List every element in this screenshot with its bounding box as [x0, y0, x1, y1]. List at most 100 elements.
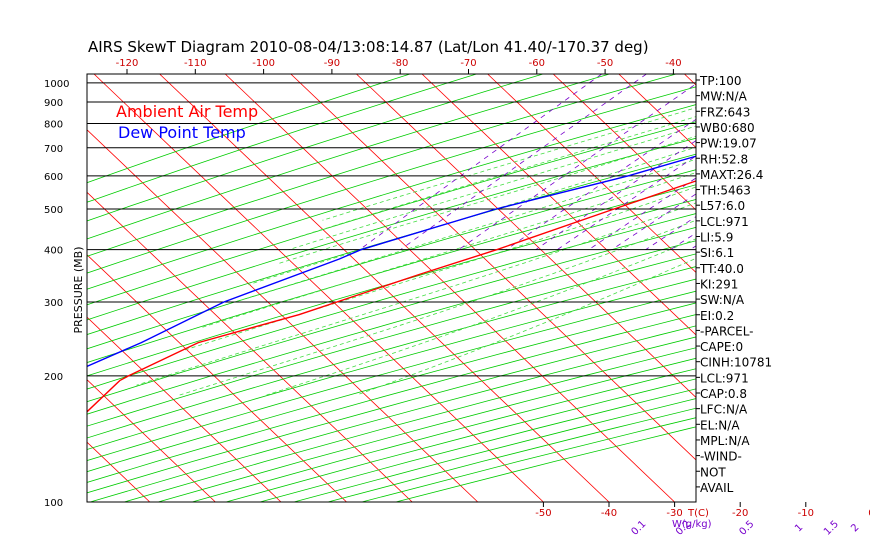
mixing-ratio-line	[556, 155, 696, 251]
top-temp-label: -60	[529, 58, 545, 69]
pressure-tick-label: 500	[44, 205, 63, 216]
dry-adiabat	[87, 74, 544, 222]
bottom-temp-label: -40	[601, 508, 617, 519]
moist-adiabat	[199, 172, 696, 329]
isotherm	[618, 74, 696, 149]
dry-adiabat	[361, 417, 696, 502]
mixing-ratio-line	[776, 74, 870, 250]
index-label: -WIND-	[700, 450, 742, 464]
y-axis-label: PRESSURE (MB)	[72, 247, 85, 334]
dry-adiabat	[87, 213, 696, 390]
index-label: TT:40.0	[699, 262, 744, 276]
dry-adiabat	[87, 325, 696, 494]
mixing-ratio-line	[359, 74, 602, 251]
top-temp-label: -70	[460, 58, 476, 69]
isotherm	[93, 74, 544, 502]
dry-adiabat	[87, 302, 696, 473]
index-label: FRZ:643	[700, 105, 750, 119]
isotherm	[87, 379, 216, 502]
index-label: CAPE:0	[700, 340, 743, 354]
isotherm	[487, 74, 696, 274]
moist-adiabat	[277, 135, 696, 265]
dry-adiabat	[225, 378, 696, 502]
moist-adiabat	[183, 186, 696, 351]
mixing-ratio-line	[645, 216, 696, 251]
index-label: EL:N/A	[700, 418, 740, 432]
pressure-tick-label: 400	[44, 246, 63, 257]
index-label: TP:100	[699, 74, 742, 88]
temperature-profile	[87, 180, 696, 413]
dry-adiabat	[87, 278, 696, 450]
mixing-ratio-tick-label: 2	[849, 522, 861, 534]
moist-adiabat	[322, 107, 696, 221]
top-temp-label: -120	[116, 58, 139, 69]
mixing-ratio-line	[611, 193, 696, 251]
index-label: CINH:10781	[700, 356, 772, 370]
x-axis-label: T(C)	[687, 508, 709, 519]
isotherm	[421, 74, 696, 336]
isotherm	[87, 254, 347, 502]
dry-adiabat	[157, 357, 696, 502]
moist-adiabat	[234, 158, 696, 303]
pressure-tick-label: 1000	[44, 79, 69, 90]
index-label: CAP:0.8	[700, 387, 747, 401]
isotherm	[87, 129, 479, 502]
plot-frame	[86, 73, 697, 503]
top-temp-label: -110	[184, 58, 207, 69]
dry-adiabat	[327, 407, 696, 502]
dry-adiabat	[191, 368, 696, 502]
dry-adiabat	[87, 266, 696, 439]
mixing-ratio-line	[822, 74, 870, 250]
index-label: MW:N/A	[700, 90, 748, 104]
bottom-temp-label: 0	[868, 508, 870, 519]
isotherm	[290, 74, 696, 461]
dewpoint-profile	[87, 155, 696, 368]
pressure-tick-label: 800	[44, 119, 63, 130]
mixing-ratio-line	[793, 74, 870, 250]
mixing-ratio-tick-label: 0.5	[738, 519, 757, 538]
dry-adiabat	[87, 314, 696, 483]
isotherm	[159, 74, 610, 502]
dry-adiabat	[87, 253, 696, 427]
dry-adiabat	[87, 74, 677, 257]
mixing-ratio-tick-label: 1.5	[822, 519, 841, 538]
bottom-temp-label: -10	[798, 508, 814, 519]
dry-adiabat	[395, 426, 696, 502]
isotherm	[552, 74, 696, 211]
index-label: NOT	[700, 465, 726, 479]
index-label: MAXT:26.4	[700, 168, 763, 182]
bottom-temp-label: -50	[535, 508, 551, 519]
index-label: -PARCEL-	[700, 324, 754, 338]
mixing-ratio-label: W(g/kg)	[672, 519, 712, 530]
pressure-tick-label: 900	[44, 98, 63, 109]
dry-adiabat	[87, 198, 696, 377]
pressure-tick-label: 700	[44, 144, 63, 155]
bottom-temp-label: -30	[666, 508, 682, 519]
index-label: RH:52.8	[700, 152, 748, 166]
dry-adiabat	[87, 240, 696, 415]
index-label: SW:N/A	[700, 293, 745, 307]
moist-adiabat	[136, 202, 696, 386]
mixing-ratio-line	[588, 177, 696, 251]
dry-adiabat	[87, 74, 411, 184]
dry-adiabat	[87, 226, 696, 403]
index-label: WB0:680	[700, 121, 755, 135]
dry-adiabat	[87, 104, 696, 290]
pressure-tick-label: 300	[44, 298, 63, 309]
index-label: SI:6.1	[700, 246, 734, 260]
dry-adiabat	[87, 184, 696, 364]
pressure-tick-label: 100	[44, 498, 63, 509]
dry-adiabat	[87, 86, 696, 274]
index-label: LFC:N/A	[700, 403, 748, 417]
mixing-ratio-line	[754, 74, 870, 250]
mixing-ratio-line	[400, 74, 647, 251]
mixing-ratio-line	[535, 140, 696, 251]
mixing-ratio-tick-label: 0.1	[629, 519, 648, 538]
pressure-tick-label: 200	[44, 372, 63, 383]
legend-air-temp: Ambient Air Temp	[116, 102, 258, 121]
isotherm	[816, 74, 870, 502]
index-label: MPL:N/A	[700, 434, 750, 448]
index-label: EI:0.2	[700, 309, 734, 323]
chart-title: AIRS SkewT Diagram 2010-08-04/13:08:14.8…	[88, 38, 649, 56]
